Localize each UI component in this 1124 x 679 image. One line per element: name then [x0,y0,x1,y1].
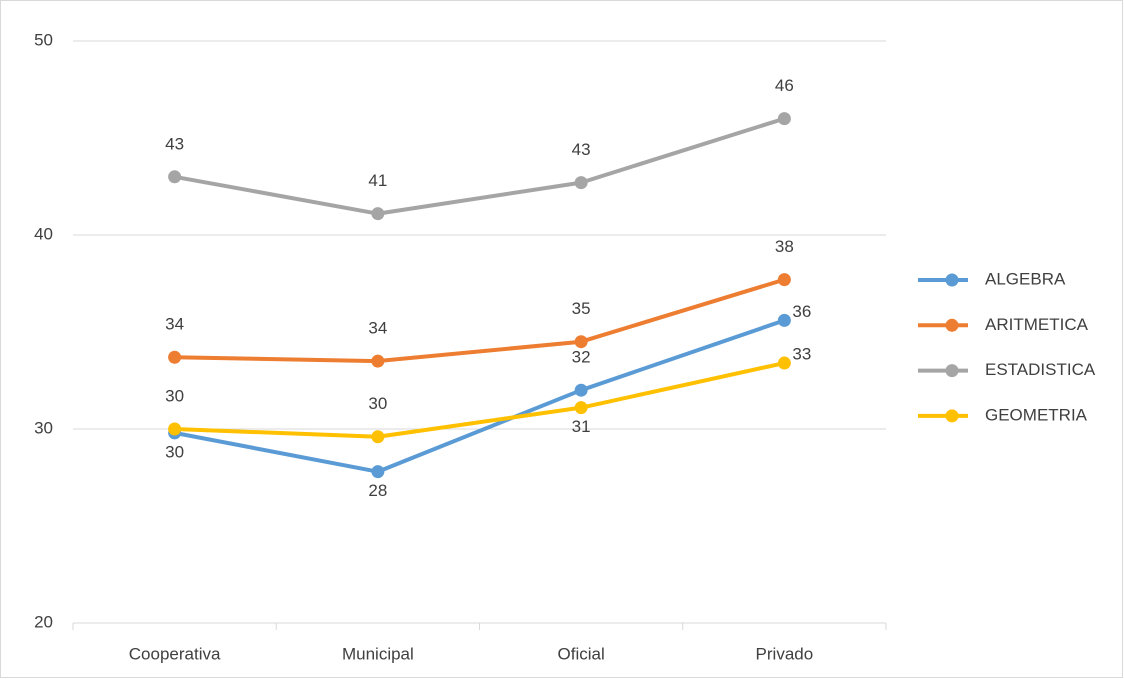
data-point [168,422,182,436]
data-point [777,313,791,327]
data-point [371,465,385,479]
data-label: 33 [792,345,811,364]
data-point [574,401,588,415]
x-tick-label: Oficial [558,644,605,663]
series-line [172,116,787,216]
y-tick-label: 20 [34,612,53,631]
y-tick-label: 40 [34,224,53,243]
data-point [168,170,182,184]
x-tick-label: Privado [756,644,814,663]
data-point [371,354,385,368]
data-point [371,207,385,221]
x-tick-label: Cooperativa [129,644,221,663]
data-point [371,430,385,444]
data-label: 30 [368,394,387,413]
legend-marker [945,409,959,423]
data-label: 46 [775,76,794,95]
legend-label: ESTADISTICA [985,360,1096,379]
data-point [574,383,588,397]
data-point [777,112,791,126]
data-label: 35 [572,299,591,318]
data-label: 30 [165,442,184,461]
legend-label: ALGEBRA [985,269,1066,288]
data-label: 43 [165,134,184,153]
data-label: 28 [368,481,387,500]
data-label: 41 [368,171,387,190]
y-tick-label: 50 [34,30,53,49]
data-label: 34 [368,319,387,338]
data-point [574,176,588,190]
data-label: 36 [792,302,811,321]
series-line [172,361,787,439]
legend-marker [945,318,959,332]
data-label: 31 [572,417,591,436]
legend-label: ARITMETICA [985,315,1089,334]
data-point [777,273,791,287]
data-label: 38 [775,237,794,256]
legend-marker [945,273,959,287]
data-label: 30 [165,386,184,405]
data-point [574,335,588,349]
data-point [168,350,182,364]
data-label: 32 [572,348,591,367]
data-label: 43 [572,140,591,159]
series-line [172,277,787,364]
legend-marker [945,364,959,378]
y-tick-label: 30 [34,418,53,437]
data-point [777,356,791,370]
data-label: 34 [165,315,184,334]
x-tick-label: Municipal [342,644,414,663]
series-line [172,318,787,474]
legend-label: GEOMETRIA [985,405,1088,424]
